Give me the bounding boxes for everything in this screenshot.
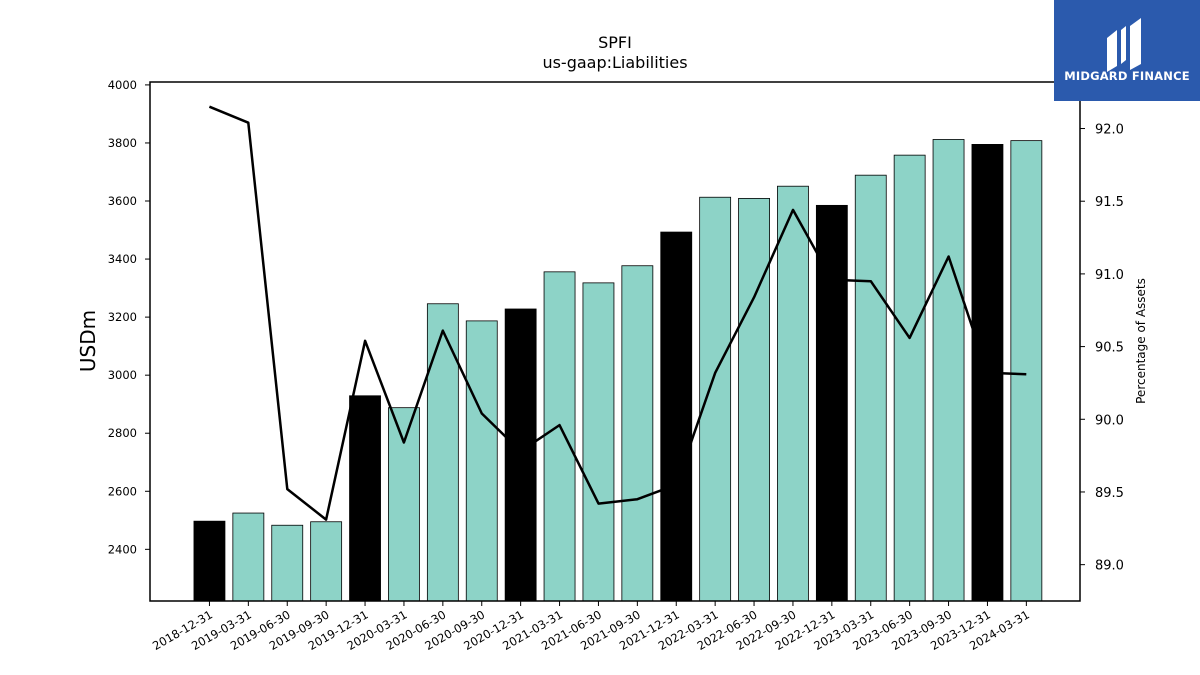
y-tick-label: 2400 xyxy=(108,542,137,556)
lines-group xyxy=(208,105,1027,521)
y-tick-label: 2600 xyxy=(108,484,137,498)
y2-tick-label: 89.0 xyxy=(1095,559,1124,574)
y-tick-label: 3400 xyxy=(108,252,137,266)
y2-tick-label: 89.5 xyxy=(1095,486,1124,501)
bar xyxy=(738,197,770,602)
y2-tick-label: 91.0 xyxy=(1095,268,1124,283)
chart-title: SPFI xyxy=(598,33,632,52)
bar xyxy=(349,395,381,602)
y-ticks-group: 2400 2600 2800 3000 3200 3400 3600 3800 4000 xyxy=(108,78,150,556)
y-axis-label: USDm xyxy=(76,310,100,372)
bar xyxy=(193,520,226,602)
brand-logo: MIDGARD FINANCE xyxy=(1054,0,1200,101)
bar xyxy=(426,303,459,602)
y2-tick-label: 90.0 xyxy=(1095,413,1124,428)
midgard-logo-icon xyxy=(1054,0,1200,101)
y2-tick-label: 92.0 xyxy=(1095,123,1124,138)
bar xyxy=(777,185,809,602)
bar xyxy=(854,174,887,602)
y-tick-label: 2800 xyxy=(108,426,137,440)
logo-text: MIDGARD FINANCE xyxy=(1064,69,1190,83)
bar xyxy=(543,271,576,602)
x-ticks-group: 2018-12-312019-03-312019-06-302019-09-30… xyxy=(150,601,1032,653)
bar xyxy=(582,282,615,602)
y2-tick-label: 91.5 xyxy=(1095,195,1124,210)
bar xyxy=(232,512,265,602)
bar xyxy=(815,204,848,602)
bar xyxy=(699,196,732,602)
bar xyxy=(310,521,343,602)
bar xyxy=(893,154,926,602)
y-tick-label: 3200 xyxy=(108,310,137,324)
plot-frame xyxy=(149,81,1081,602)
bar xyxy=(388,407,420,602)
y2-axis-label: Percentage of Assets xyxy=(1134,278,1148,404)
y-tick-label: 3800 xyxy=(108,136,137,150)
bars-group xyxy=(193,139,1043,602)
y-tick-label: 4000 xyxy=(108,78,137,92)
bar xyxy=(465,320,498,602)
bar xyxy=(621,265,654,602)
bar xyxy=(271,524,304,602)
y2-tick-label: 90.5 xyxy=(1095,341,1124,356)
percentage-line xyxy=(208,105,1027,521)
y-tick-label: 3000 xyxy=(108,368,137,382)
bar xyxy=(1010,140,1043,602)
y-tick-label: 3600 xyxy=(108,194,137,208)
bar xyxy=(660,231,693,602)
bar xyxy=(932,139,965,602)
chart-subtitle: us-gaap:Liabilities xyxy=(542,53,687,72)
bar xyxy=(504,308,537,602)
y2-ticks-group: 89.0 89.5 90.0 90.5 91.0 91.5 92.0 xyxy=(1080,123,1124,574)
